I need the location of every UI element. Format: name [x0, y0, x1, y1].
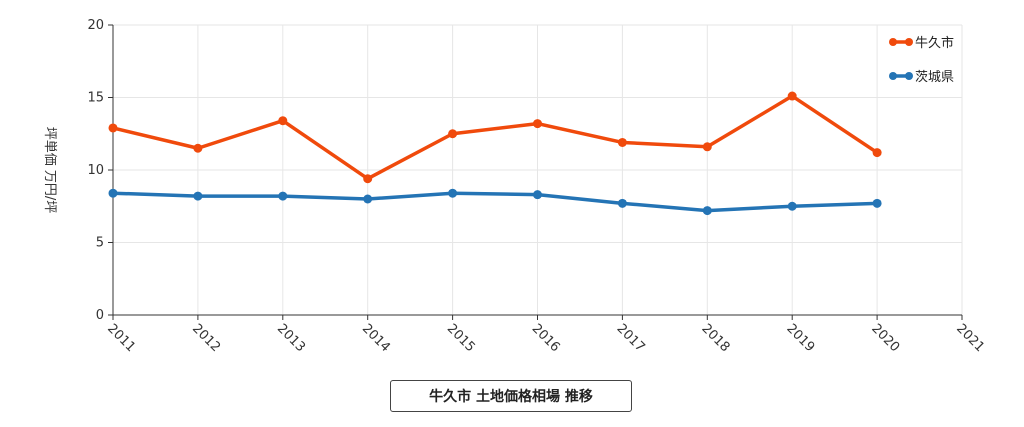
x-tick-label: 2016 [529, 321, 563, 355]
data-point [193, 191, 203, 201]
legend-marker [905, 72, 913, 80]
data-point [278, 191, 288, 201]
data-point [363, 194, 373, 204]
data-point [448, 129, 458, 139]
x-tick-label: 2021 [953, 321, 987, 355]
x-tick-label: 2012 [189, 321, 223, 355]
data-point [108, 123, 118, 133]
y-axis-label: 坪単価 万円/坪 [42, 127, 58, 214]
legend-marker [905, 38, 913, 46]
grid [113, 24, 963, 315]
y-tick-label: 0 [96, 308, 104, 323]
data-point [872, 148, 882, 158]
data-point [108, 188, 118, 198]
series-lines [108, 91, 882, 216]
y-tick-label: 5 [96, 236, 104, 251]
x-tick-label: 2017 [614, 321, 648, 355]
data-point [193, 143, 203, 153]
y-tick-label: 10 [87, 163, 104, 178]
y-tick-label: 20 [87, 18, 104, 33]
data-point [533, 190, 542, 200]
data-point [617, 137, 627, 147]
x-tick-label: 2020 [868, 321, 902, 355]
data-point [702, 206, 712, 216]
data-point [787, 201, 797, 211]
y-axis-title: 坪単価 万円/坪 [42, 127, 58, 214]
x-tick-label: 2019 [783, 321, 817, 355]
series-line-2 [112, 191, 878, 213]
data-point [448, 188, 458, 198]
data-point [533, 119, 542, 129]
x-tick-label: 2015 [444, 321, 478, 355]
data-point [617, 198, 627, 208]
x-tick-label: 2011 [104, 321, 138, 355]
x-tick-label: 2014 [359, 321, 393, 355]
data-point [702, 142, 712, 152]
legend-marker [889, 38, 897, 46]
legend-marker [889, 72, 897, 80]
data-point [787, 91, 797, 101]
chart-title: 牛久市 土地価格相場 推移 [390, 380, 632, 412]
legend-label: 茨城県 [915, 70, 954, 85]
data-point [278, 116, 288, 126]
data-point [872, 198, 882, 208]
y-tick-label: 15 [87, 91, 104, 106]
x-tick-label: 2018 [698, 321, 732, 355]
legend-label: 牛久市 [915, 35, 954, 51]
x-tick-label: 2013 [274, 321, 308, 355]
data-point [363, 174, 373, 184]
series-line-1 [112, 94, 879, 181]
